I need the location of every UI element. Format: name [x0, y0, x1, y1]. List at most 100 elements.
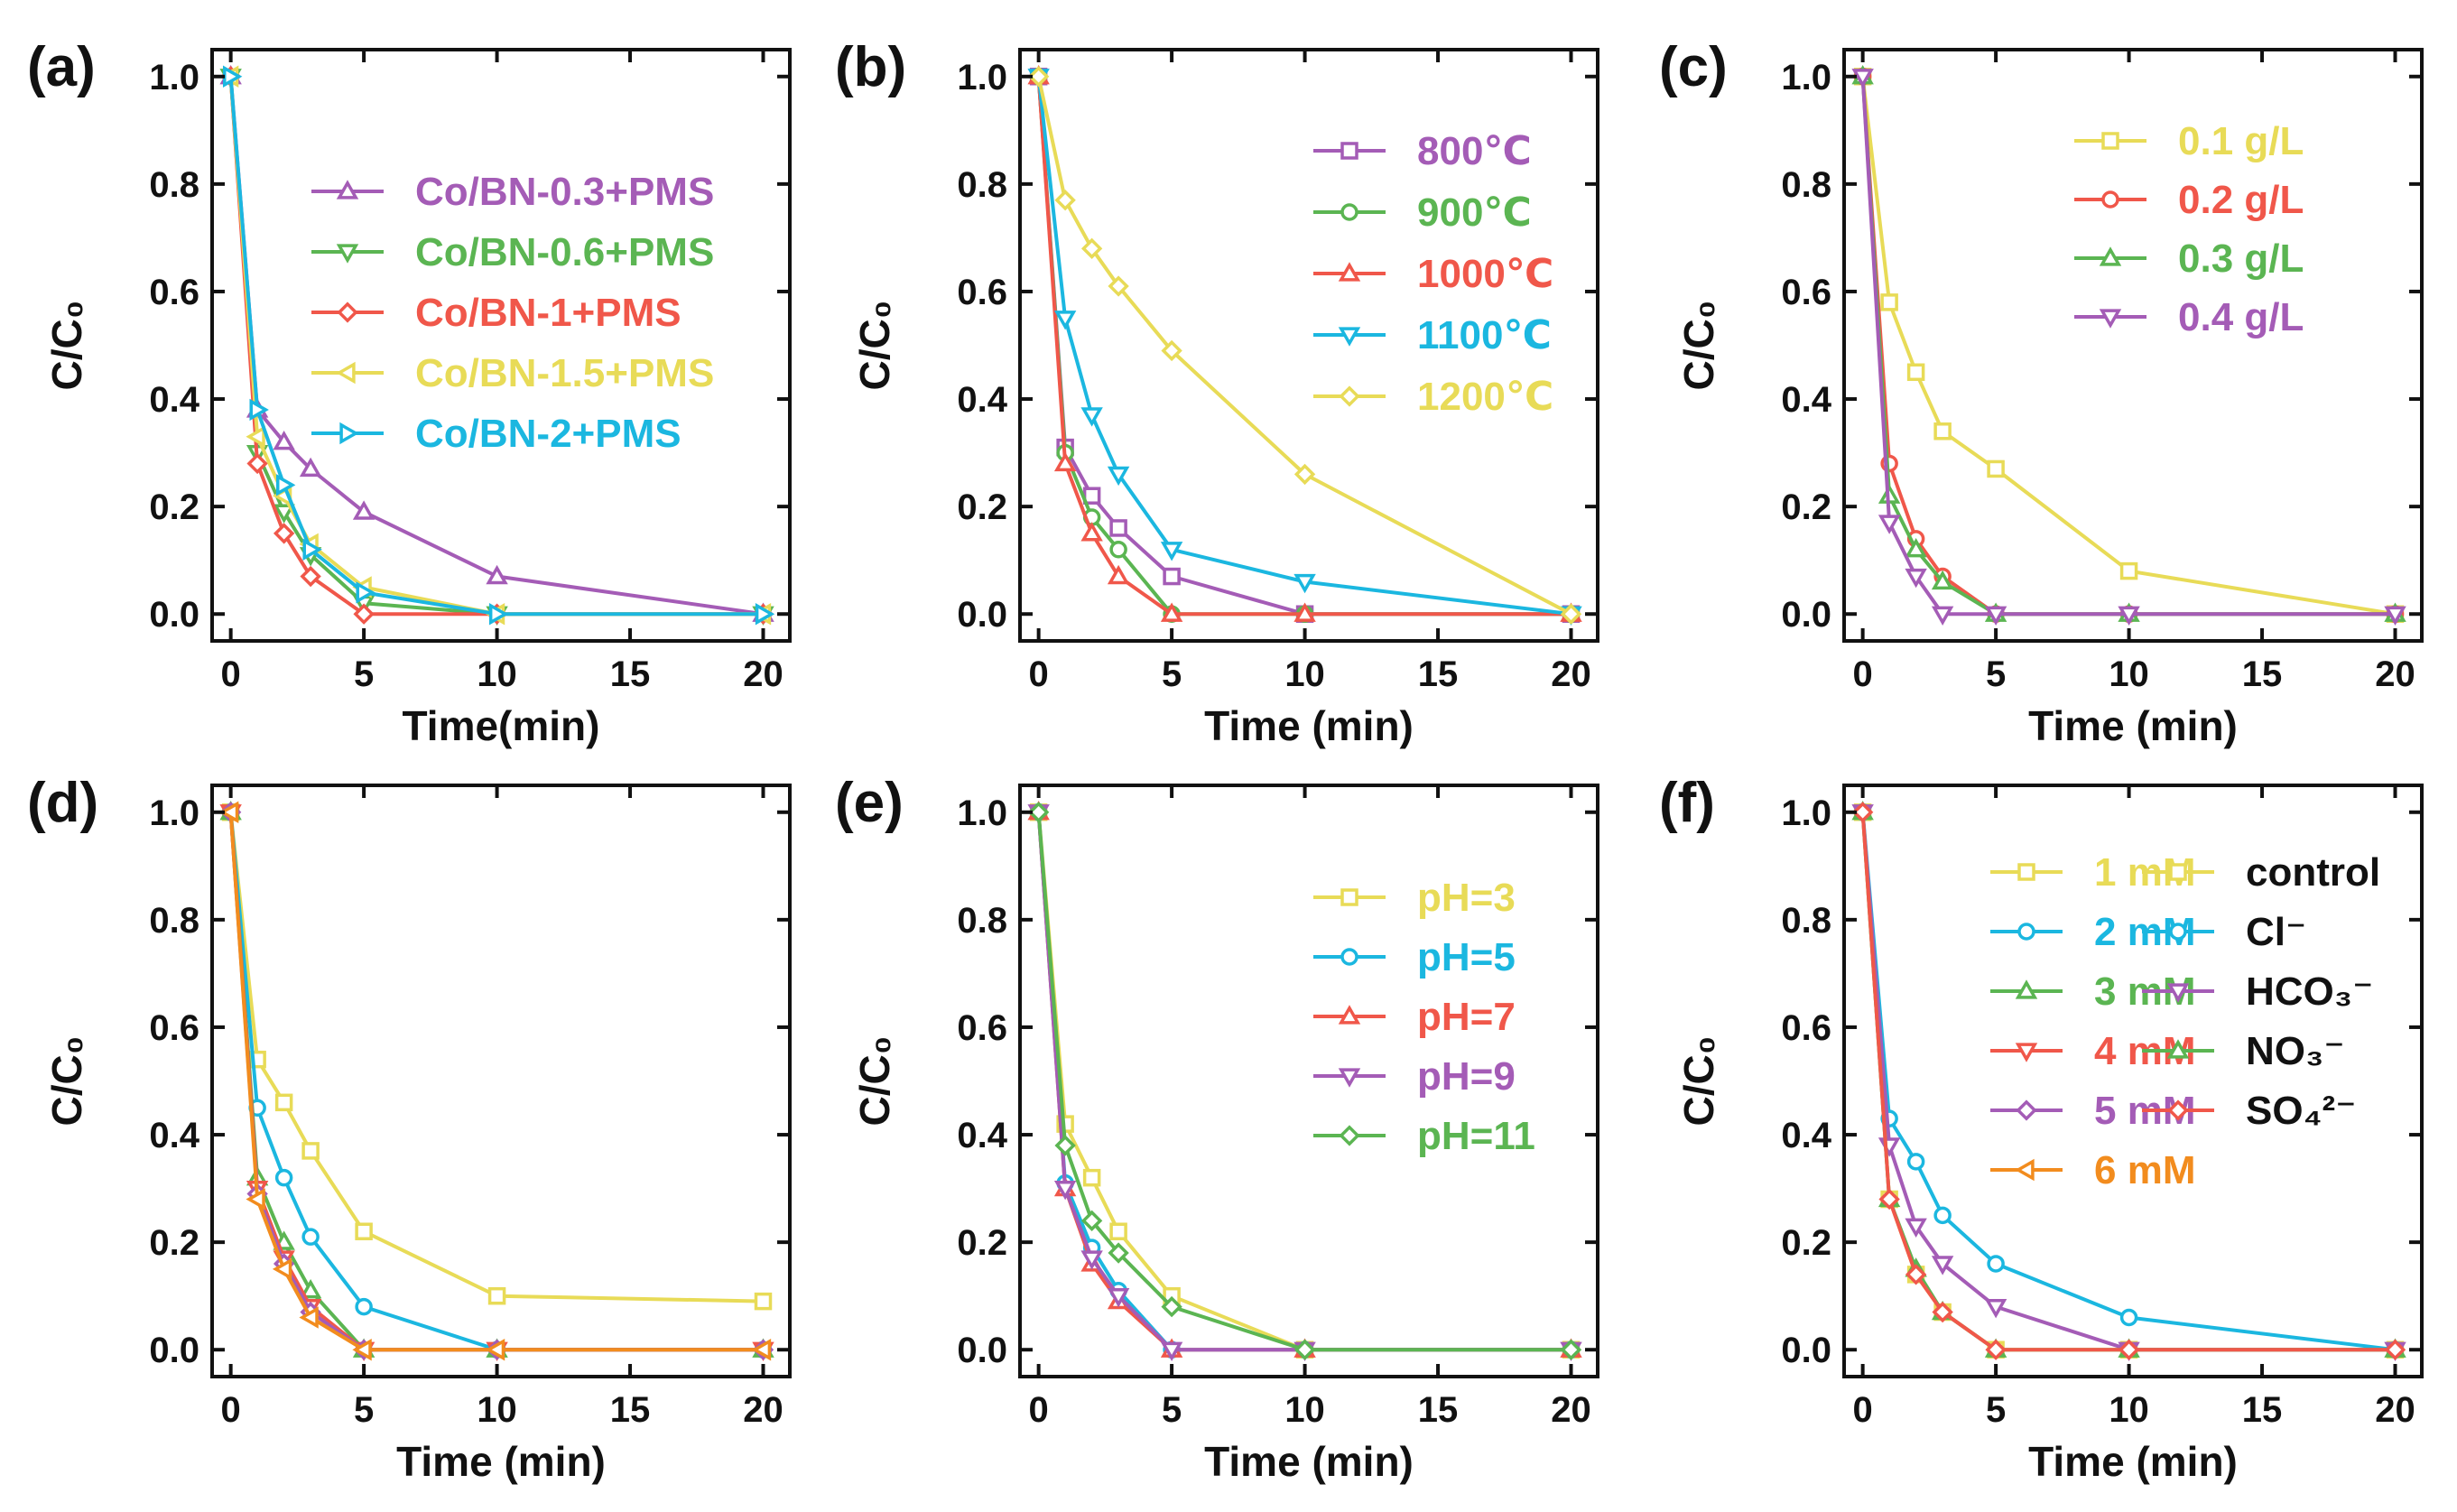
data-point [1107, 1288, 1130, 1308]
legend-item: 0.2 g/L [2074, 178, 2304, 222]
data-point [273, 523, 295, 544]
legend-marker [337, 301, 358, 323]
data-point [1027, 802, 1050, 823]
data-point [1931, 570, 1954, 590]
x-tick-label: 20 [2375, 654, 2415, 694]
legend-label: 6 mM [2094, 1148, 2195, 1192]
y-tick-label: 0.6 [149, 1008, 199, 1048]
data-point [1985, 1339, 2007, 1360]
y-axis-title: C/C₀ [1675, 301, 1722, 391]
data-point [352, 1339, 372, 1361]
legend-marker [2101, 132, 2119, 150]
series-line [228, 76, 764, 617]
legend-marker [2101, 190, 2119, 209]
y-tick-label: 0.8 [957, 165, 1007, 205]
x-tick-label: 15 [1418, 1390, 1459, 1430]
data-point [1878, 515, 1901, 534]
data-point [1984, 606, 2007, 626]
data-point [1161, 1295, 1182, 1318]
data-point [275, 474, 296, 496]
panel-c: (c) 0 5 10 15 20 0.0 0.2 0.4 0.6 0.8 1.0 Time (min) C… [1659, 36, 2424, 749]
x-tick-label: 10 [2109, 1390, 2149, 1430]
data-point [355, 1222, 373, 1240]
x-tick-label: 15 [2242, 1390, 2283, 1430]
series-2 [1853, 68, 2405, 623]
data-point [2119, 1308, 2138, 1327]
data-point [1987, 1255, 2005, 1273]
panel-label: (c) [1659, 36, 1728, 98]
data-point [299, 457, 322, 478]
legend: 1 mM2 mM3 mM4 mM5 mM6 mM [1990, 850, 2195, 1192]
legend-marker [2015, 1043, 2038, 1062]
series-line [228, 76, 764, 617]
panel-e: (e) 0 5 10 15 20 0.0 0.2 0.4 0.6 0.8 1.0 Time (min) C… [835, 772, 1599, 1485]
y-tick-label: 0.4 [957, 1116, 1007, 1155]
legend-item: pH=9 [1313, 1054, 1516, 1099]
y-tick-label: 1.0 [1781, 793, 1831, 833]
legend-item: control [2142, 850, 2380, 895]
legend-item: Co/BN-1+PMS [311, 291, 681, 335]
plot-area [1851, 801, 2406, 1361]
legend-marker [2016, 1099, 2037, 1121]
x-tick-label: 20 [743, 654, 783, 694]
y-tick-label: 0.8 [149, 165, 199, 205]
series-line [1860, 76, 2396, 617]
legend-label: pH=9 [1417, 1054, 1516, 1099]
series-3 [219, 801, 774, 1358]
plot-area [1851, 65, 2406, 626]
data-point [301, 1142, 320, 1160]
y-tick-label: 0.4 [149, 380, 199, 420]
legend-label: pH=5 [1417, 935, 1516, 979]
legend-item: SO₄²⁻ [2142, 1089, 2356, 1133]
x-axis-title: Time (min) [396, 1438, 606, 1485]
legend-item: 0.1 g/L [2074, 119, 2304, 163]
data-point [754, 1292, 773, 1311]
data-point [1851, 69, 1874, 88]
y-tick-label: 0.6 [957, 1008, 1007, 1048]
y-tick-label: 0.8 [957, 901, 1007, 941]
legend-marker [2017, 923, 2035, 941]
data-point [1163, 567, 1181, 586]
legend-item: 6 mM [1990, 1148, 2195, 1192]
x-axis-title: Time (min) [2028, 702, 2238, 749]
legend-label: Co/BN-1.5+PMS [415, 351, 714, 395]
data-point [1906, 363, 1925, 382]
y-tick-label: 0.8 [149, 901, 199, 941]
y-tick-label: 0.0 [957, 595, 1007, 635]
x-tick-label: 10 [1284, 1390, 1325, 1430]
data-point [353, 603, 375, 625]
legend-label: 0.3 g/L [2178, 237, 2304, 281]
legend: pH=3 pH=5 pH=7 pH=9 pH=11 [1313, 876, 1535, 1158]
legend-marker [2015, 979, 2038, 999]
legend-item: 900℃ [1313, 190, 1532, 235]
axes-frame [1018, 48, 1599, 643]
y-tick-label: 0.2 [149, 1223, 199, 1263]
legend-label: 800℃ [1417, 129, 1532, 173]
legend-marker [2015, 1158, 2035, 1182]
x-tick-label: 20 [1551, 1390, 1591, 1430]
x-tick-label: 0 [1029, 654, 1049, 694]
data-point [755, 603, 775, 626]
data-point [1293, 602, 1316, 622]
data-point [300, 565, 321, 588]
x-tick-label: 10 [1284, 654, 1325, 694]
y-tick-label: 0.2 [149, 487, 199, 527]
x-tick-label: 10 [477, 1390, 517, 1430]
y-tick-label: 0.8 [1781, 165, 1831, 205]
legend: Co/BN-0.3+PMS Co/BN-0.6+PMS Co/BN-1+PMS Co/… [311, 170, 714, 456]
series-5 [1851, 802, 2406, 1360]
data-point [1932, 1301, 1953, 1323]
x-axis-title: Time (min) [1204, 1438, 1414, 1485]
legend: 800℃ 900℃ 1000℃ 1100℃ 1200℃ [1313, 129, 1553, 419]
x-tick-label: 10 [2109, 654, 2149, 694]
legend-label: Co/BN-0.6+PMS [415, 230, 714, 274]
data-point [1905, 1264, 1927, 1285]
x-tick-label: 0 [1853, 1390, 1873, 1430]
data-point [488, 603, 509, 626]
data-point [1933, 1206, 1952, 1225]
data-point [1560, 1339, 1582, 1360]
y-tick-label: 0.4 [957, 380, 1007, 420]
series-line [228, 76, 764, 617]
data-point [1160, 602, 1183, 622]
y-tick-label: 0.4 [1781, 380, 1831, 420]
